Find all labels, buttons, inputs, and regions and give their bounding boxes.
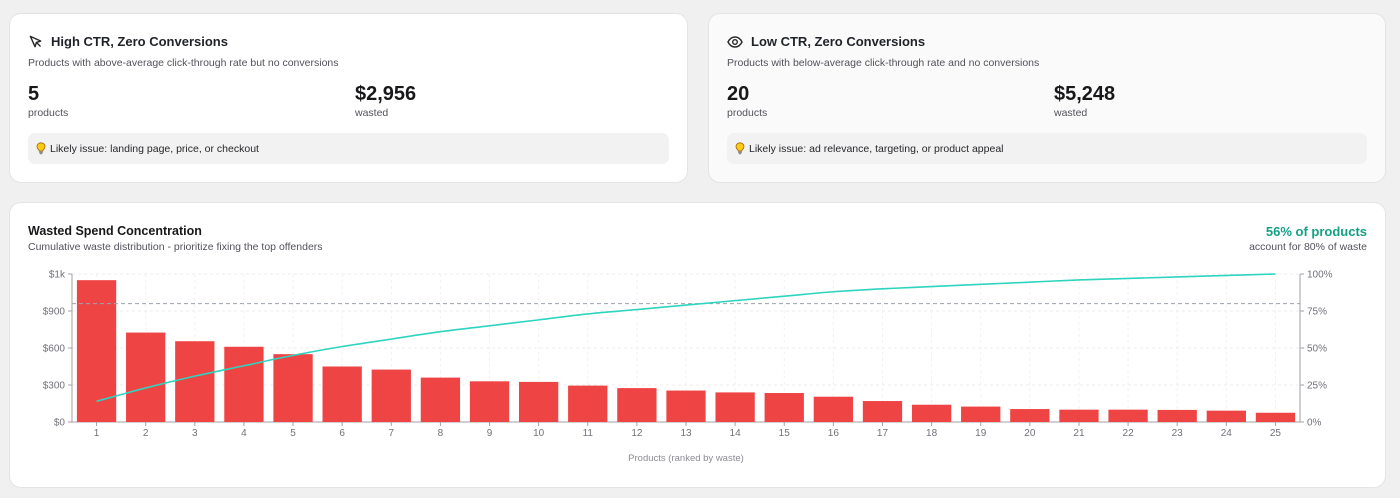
bar <box>1059 409 1099 422</box>
x-tick-label: 22 <box>1123 428 1135 439</box>
low-ctr-card-description: Products with below-average click-throug… <box>727 57 1040 69</box>
y-left-tick-label: $600 <box>43 344 66 355</box>
lightbulb-icon <box>735 142 745 155</box>
bar <box>420 377 461 422</box>
bar <box>273 354 313 422</box>
y-right-tick-label: 50% <box>1307 344 1327 355</box>
concentration-kpi-label: account for 80% of waste <box>1249 241 1367 253</box>
high-ctr-issue-text: Likely issue: landing page, price, or ch… <box>50 142 259 155</box>
y-right-tick-label: 0% <box>1307 418 1322 429</box>
wasted-spend-chart-card: Wasted Spend Concentration Cumulative wa… <box>9 202 1386 488</box>
high-ctr-card-description: Products with above-average click-throug… <box>28 57 339 69</box>
y-left-tick-label: $900 <box>43 307 66 318</box>
bar <box>224 346 264 422</box>
low-ctr-wasted-value: $5,248 <box>1054 83 1116 105</box>
bar <box>617 388 657 422</box>
x-axis-label: Products (ranked by waste) <box>628 453 744 464</box>
x-tick-label: 6 <box>339 428 345 439</box>
bar <box>175 341 215 422</box>
lightbulb-icon <box>36 142 46 155</box>
concentration-kpi-value: 56% of products <box>1265 224 1367 239</box>
x-tick-label: 23 <box>1172 428 1184 439</box>
x-tick-label: 25 <box>1270 428 1282 439</box>
low-ctr-issue-text: Likely issue: ad relevance, targeting, o… <box>749 142 1004 155</box>
x-tick-label: 8 <box>438 428 444 439</box>
low-ctr-card-title: Low CTR, Zero Conversions <box>751 34 926 49</box>
y-right-tick-label: 25% <box>1307 381 1327 392</box>
high-ctr-card: High CTR, Zero Conversions Products with… <box>9 13 688 183</box>
cumulative-line <box>96 273 1276 403</box>
low-ctr-issue-box: Likely issue: ad relevance, targeting, o… <box>727 133 1367 164</box>
low-ctr-products-count: 20 <box>727 83 750 105</box>
high-ctr-card-title: High CTR, Zero Conversions <box>51 34 228 49</box>
y-left-tick-label: $1k <box>49 270 66 281</box>
bar <box>1255 412 1296 422</box>
x-tick-label: 15 <box>779 428 791 439</box>
low-ctr-products-label: products <box>727 107 768 119</box>
high-ctr-wasted-label: wasted <box>355 107 389 119</box>
bar <box>568 385 608 422</box>
bar <box>862 401 903 422</box>
high-ctr-wasted-value: $2,956 <box>355 83 417 105</box>
bar <box>371 369 411 422</box>
x-tick-label: 7 <box>388 428 394 439</box>
x-tick-label: 19 <box>975 428 987 439</box>
bar <box>961 406 1001 422</box>
chart-subtitle: Cumulative waste distribution - prioriti… <box>28 241 323 253</box>
x-tick-label: 10 <box>533 428 545 439</box>
y-right-tick-label: 100% <box>1307 270 1333 281</box>
low-ctr-card-header: Low CTR, Zero Conversions <box>727 34 925 49</box>
x-tick-label: 2 <box>143 428 149 439</box>
x-tick-label: 24 <box>1221 428 1233 439</box>
bar <box>1108 409 1148 422</box>
x-tick-label: 4 <box>241 428 247 439</box>
x-tick-label: 11 <box>583 428 594 439</box>
x-tick-label: 5 <box>290 428 296 439</box>
high-ctr-issue-box: Likely issue: landing page, price, or ch… <box>28 133 669 164</box>
y-left-tick-label: $0 <box>54 418 66 429</box>
y-right-tick-label: 75% <box>1307 307 1327 318</box>
high-ctr-products-label: products <box>28 107 69 119</box>
x-tick-label: 18 <box>926 428 938 439</box>
x-tick-label: 21 <box>1073 428 1085 439</box>
high-ctr-products-stat: 5 products <box>28 82 68 119</box>
bar <box>1206 410 1246 422</box>
bar <box>666 390 706 422</box>
low-ctr-card: Low CTR, Zero Conversions Products with … <box>708 13 1386 183</box>
bar <box>322 366 362 422</box>
chart-title: Wasted Spend Concentration <box>28 224 202 238</box>
low-ctr-wasted-stat: $5,248 wasted <box>1054 82 1115 119</box>
x-tick-label: 3 <box>192 428 198 439</box>
eye-icon <box>727 35 743 49</box>
bar <box>911 404 952 422</box>
y-left-tick-label: $300 <box>43 381 66 392</box>
x-tick-label: 20 <box>1024 428 1036 439</box>
x-tick-label: 17 <box>877 428 889 439</box>
bar <box>1157 409 1197 422</box>
bar <box>813 396 854 422</box>
bar <box>126 332 166 422</box>
low-ctr-products-stat: 20 products <box>727 82 767 119</box>
bar <box>1010 409 1050 422</box>
x-tick-label: 16 <box>828 428 840 439</box>
high-ctr-card-header: High CTR, Zero Conversions <box>28 34 228 49</box>
high-ctr-products-count: 5 <box>28 83 40 105</box>
bar <box>715 392 755 422</box>
high-ctr-wasted-stat: $2,956 wasted <box>355 82 416 119</box>
bar <box>469 381 510 422</box>
x-tick-label: 1 <box>94 428 100 439</box>
x-tick-label: 14 <box>730 428 742 439</box>
x-tick-label: 13 <box>680 428 692 439</box>
low-ctr-wasted-label: wasted <box>1054 107 1088 119</box>
pareto-chart: $0$300$600$900$1k0%25%50%75%100%1 2 3 4 5 6 7 8… <box>43 270 1333 465</box>
cursor-arrow-icon <box>28 34 43 49</box>
x-tick-label: 12 <box>631 428 643 439</box>
x-tick-label: 9 <box>487 428 493 439</box>
bar <box>518 381 559 422</box>
bar <box>764 393 804 422</box>
